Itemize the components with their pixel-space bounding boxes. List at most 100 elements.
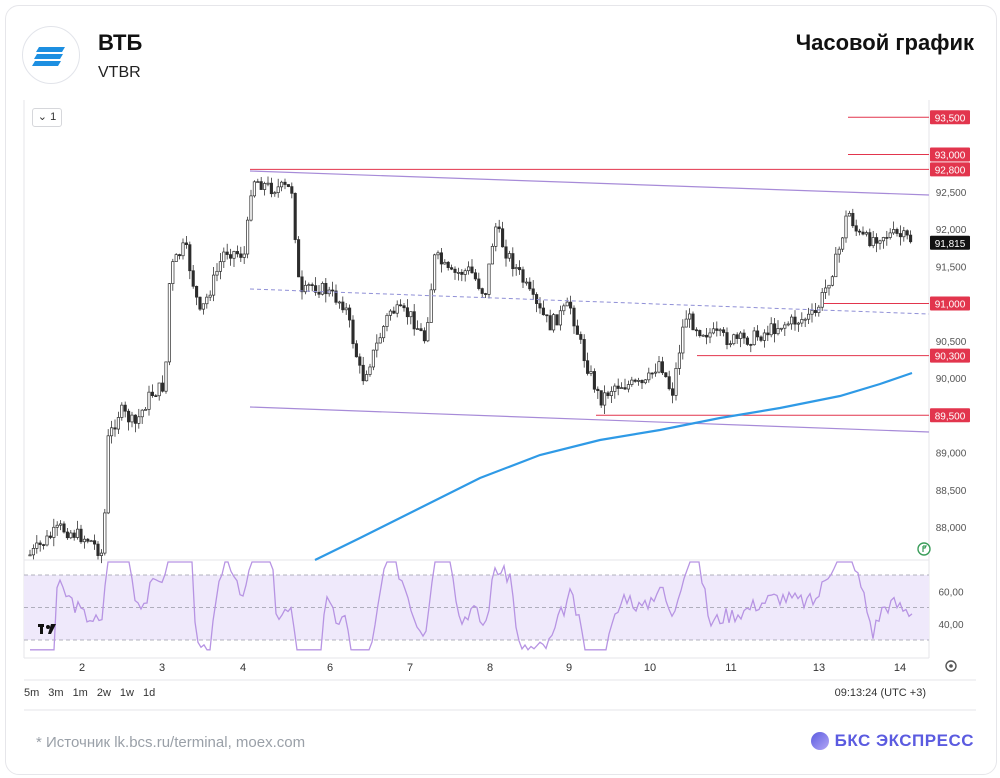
candle-body	[844, 215, 848, 239]
price-tick: 88,000	[936, 523, 967, 534]
candle-body	[480, 288, 484, 294]
candle-body	[140, 409, 144, 418]
candle-body	[824, 287, 828, 293]
time-tick: 7	[407, 662, 413, 674]
candle-body	[120, 404, 124, 418]
candle-body	[858, 230, 862, 233]
candle-body	[303, 284, 307, 293]
candle-body	[637, 379, 641, 382]
candle-body	[375, 342, 379, 351]
gear-icon[interactable]	[945, 660, 957, 672]
time-tick: 10	[644, 662, 656, 674]
candle-body	[72, 532, 76, 538]
candle-body	[290, 186, 294, 194]
candle-body	[705, 334, 709, 338]
time-tick: 6	[327, 662, 333, 674]
candle-body	[786, 323, 790, 326]
candle-body	[229, 254, 233, 259]
candle-body	[392, 310, 396, 314]
rsi-tick: 60,00	[938, 587, 963, 598]
candle-body	[181, 242, 185, 257]
level-label: 91,000	[935, 300, 966, 311]
candle-body	[96, 543, 100, 556]
candle-body	[701, 334, 705, 337]
candle-body	[280, 181, 284, 188]
rsi-tick: 40,00	[938, 620, 963, 631]
timeframe-1w[interactable]: 1w	[119, 687, 134, 699]
candle-body	[429, 289, 433, 323]
candle-body	[235, 251, 239, 255]
candle-body	[184, 242, 188, 246]
level-tag	[930, 110, 970, 125]
candle-body	[892, 229, 896, 234]
candle-body	[69, 532, 73, 539]
timeframe-1m[interactable]: 1m	[72, 687, 88, 699]
price-tick: 91,500	[936, 262, 967, 273]
price-tick: 88,500	[936, 486, 967, 497]
interval-dropdown[interactable]: ⌄ 1	[32, 108, 62, 127]
candle-body	[225, 251, 229, 255]
time-tick: 13	[813, 662, 825, 674]
candle-body	[708, 332, 712, 338]
timeframe-1d[interactable]: 1d	[142, 687, 156, 699]
candle-body	[511, 253, 515, 270]
timeframe-3m[interactable]: 3m	[48, 687, 64, 699]
candle-body	[722, 329, 726, 333]
chart-period-title: Часовой график	[795, 30, 974, 55]
channel-mid	[249, 288, 930, 315]
candle-body	[813, 310, 817, 313]
candle-body	[599, 390, 603, 406]
candle-body	[42, 544, 46, 546]
candle-body	[300, 276, 304, 293]
candle-body	[378, 337, 382, 344]
candle-body	[174, 254, 178, 262]
candle-body	[365, 374, 369, 382]
candle-body	[31, 548, 35, 556]
candle-body	[878, 240, 882, 244]
candle-body	[52, 526, 56, 538]
candle-body	[694, 329, 698, 332]
candle-body	[334, 290, 338, 303]
candle-body	[538, 303, 542, 309]
candle-body	[497, 226, 501, 230]
candle-body	[603, 392, 607, 406]
candle-body	[463, 270, 467, 275]
candle-body	[276, 186, 280, 193]
candle-body	[239, 253, 243, 258]
candle-body	[613, 385, 617, 392]
candle-body	[773, 323, 777, 335]
timeframe-2w[interactable]: 2w	[96, 687, 111, 699]
candle-body	[518, 267, 522, 271]
candle-body	[351, 319, 355, 345]
candle-body	[123, 404, 127, 412]
timeframe-5m[interactable]: 5m	[24, 687, 40, 699]
candle-body	[283, 181, 287, 185]
candle-body	[875, 237, 879, 244]
candle-body	[317, 291, 321, 295]
candle-body	[164, 361, 168, 392]
candle-body	[249, 195, 253, 221]
candle-body	[205, 296, 209, 305]
candle-body	[562, 305, 566, 312]
price-tick: 89,000	[936, 449, 967, 460]
candle-body	[59, 523, 63, 526]
candle-body	[256, 181, 260, 183]
candle-body	[269, 182, 273, 195]
candle-body	[137, 416, 141, 424]
candle-body	[790, 316, 794, 325]
candle-body	[65, 531, 69, 539]
candle-body	[654, 371, 658, 374]
price-tick: 92,500	[936, 188, 967, 199]
candle-body	[623, 387, 627, 390]
candle-body	[320, 282, 324, 295]
candle-body	[157, 382, 161, 397]
candle-body	[586, 360, 590, 374]
candle-body	[640, 379, 644, 384]
candle-body	[745, 337, 749, 345]
channel-upper	[249, 170, 930, 196]
candle-body	[297, 239, 301, 278]
candle-body	[895, 229, 899, 234]
candle-body	[643, 379, 647, 384]
candle-body	[409, 311, 413, 318]
